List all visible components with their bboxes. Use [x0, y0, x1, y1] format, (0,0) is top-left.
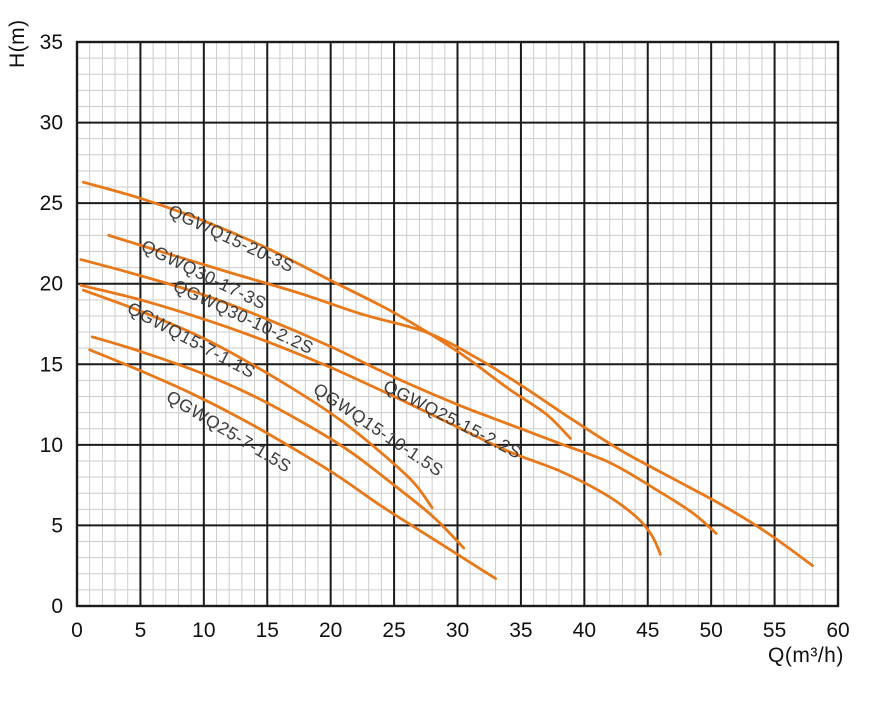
- x-tick-label: 30: [446, 619, 469, 642]
- curve-labels: QGWQ15-20-3SQGWQ30-17-3SQGWQ30-10-2.2SQG…: [124, 200, 525, 480]
- x-tick-label: 35: [509, 619, 532, 642]
- y-tick-label: 30: [40, 112, 63, 135]
- plot-border: [75, 40, 840, 608]
- y-axis-ticks: 0 5 10 15 20 25 30 35: [40, 31, 63, 618]
- curve-QGWQ30-10-2.2S: [79, 258, 718, 535]
- x-tick-label: 60: [826, 619, 849, 642]
- x-tick-label: 45: [636, 619, 659, 642]
- x-tick-label: 25: [382, 619, 405, 642]
- x-tick-label: 5: [135, 619, 147, 642]
- y-tick-label: 20: [40, 273, 63, 296]
- x-tick-label: 10: [192, 619, 215, 642]
- x-axis-unit-label: Q(m³/h): [768, 644, 844, 667]
- x-tick-label: 55: [763, 619, 786, 642]
- y-tick-label: 10: [40, 434, 63, 457]
- curve-QGWQ15-7-1.1S: [81, 288, 434, 510]
- curve-QGWQ30-17-3S: [107, 233, 814, 568]
- pump-curves: [79, 180, 814, 580]
- x-axis-ticks: 0 5 10 15 20 25 30 35 40 45 50 55 60: [71, 619, 850, 642]
- y-tick-label: 5: [51, 514, 63, 537]
- curve-QGWQ15-20-3S: [81, 180, 572, 440]
- x-tick-label: 15: [256, 619, 279, 642]
- x-tick-label: 40: [573, 619, 596, 642]
- x-tick-label: 0: [71, 619, 83, 642]
- y-tick-label: 35: [40, 31, 63, 54]
- y-tick-label: 25: [40, 192, 63, 215]
- y-axis-unit-label: H(m): [6, 19, 29, 68]
- curve-QGWQ15-10-1.5S: [90, 335, 466, 550]
- y-tick-label: 0: [51, 595, 63, 618]
- curve-QGWQ25-7-1.5S: [88, 348, 497, 580]
- x-tick-label: 20: [319, 619, 342, 642]
- curve-QGWQ25-15-2.2S: [79, 283, 662, 556]
- y-tick-label: 15: [40, 353, 63, 376]
- x-tick-label: 50: [699, 619, 722, 642]
